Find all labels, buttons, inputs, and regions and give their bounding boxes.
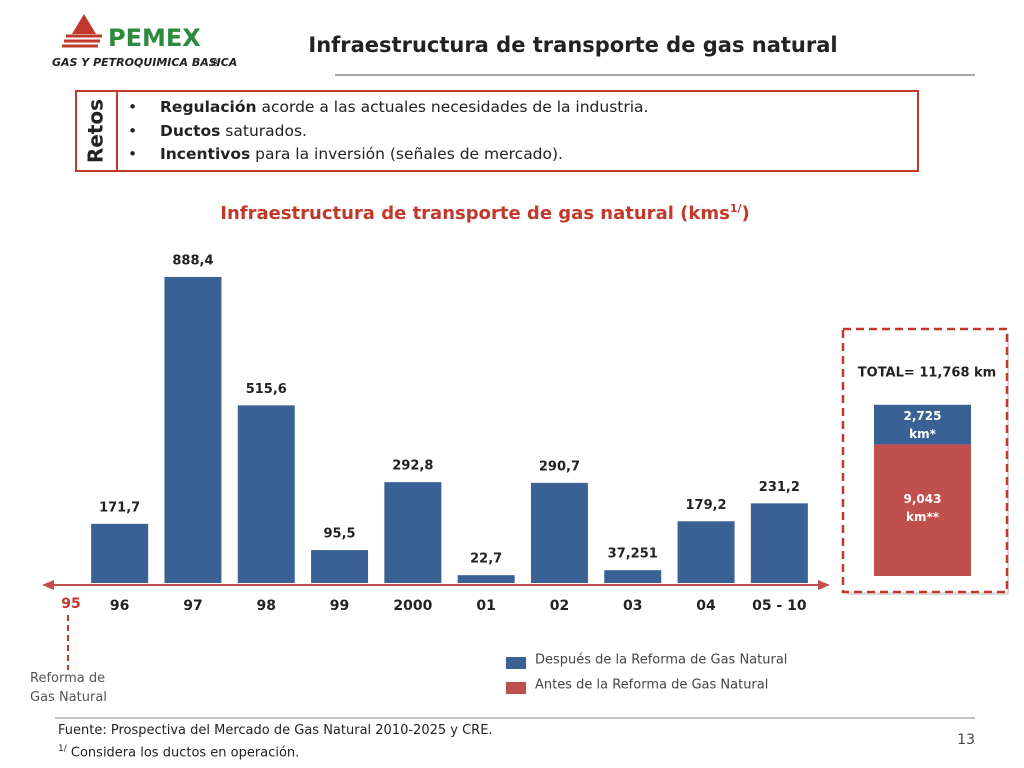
chart-title-text: Infraestructura de transporte de gas nat…	[220, 203, 730, 224]
bar	[604, 570, 662, 583]
retos-label: Retos	[84, 99, 108, 163]
retos-text: saturados.	[220, 121, 307, 140]
x-tick-label: 03	[623, 598, 642, 614]
chart-title-end: )	[741, 203, 750, 224]
bar	[677, 521, 735, 583]
footnote-sup: 1/	[58, 744, 67, 754]
data-label: 888,4	[172, 253, 213, 268]
data-label: 515,6	[246, 382, 287, 397]
logo-stripes	[62, 34, 102, 48]
data-label: 290,7	[539, 459, 580, 474]
x-tick-label: 05 - 10	[752, 598, 807, 614]
x-tick-label: 99	[330, 598, 349, 614]
bar	[384, 482, 442, 583]
legend-swatch	[506, 657, 526, 669]
retos-text: para la inversión (señales de mercado).	[250, 145, 563, 163]
logo-subtitle: GAS Y PETROQUIMICA BASICA	[52, 56, 237, 69]
logo-mark: ®	[210, 56, 221, 69]
bar	[237, 405, 295, 583]
bullet: •	[128, 98, 138, 116]
segment-label: 9,043 km**	[903, 492, 942, 525]
bullet: •	[128, 121, 138, 140]
data-label: 231,2	[759, 480, 800, 495]
stack-segment	[874, 444, 971, 576]
retos-item: • Regulación acorde a las actuales necesi…	[128, 96, 648, 120]
annotation-label: 95	[61, 596, 80, 612]
bar	[311, 550, 369, 583]
annotation-text: Reforma de Gas Natural	[30, 671, 107, 705]
segment-label: 2,725 km*	[903, 408, 942, 441]
bar	[164, 276, 222, 583]
data-label: 95,5	[324, 527, 356, 542]
retos-list: • Regulación acorde a las actuales necesi…	[128, 96, 648, 167]
total-label: TOTAL= 11,768 km	[858, 366, 996, 381]
source: Fuente: Prospectiva del Mercado de Gas N…	[58, 723, 493, 738]
footer-notes: Fuente: Prospectiva del Mercado de Gas N…	[58, 722, 493, 762]
footnote: 1/ Considera los ductos en operación.	[58, 740, 493, 762]
logo: PEMEX GAS Y PETROQUIMICA BASICA ®	[52, 14, 237, 69]
bar	[457, 575, 515, 583]
bar	[750, 503, 808, 583]
data-label: 179,2	[685, 498, 726, 513]
retos-item: • Ductos saturados.	[128, 120, 648, 144]
x-tick-label: 97	[183, 598, 202, 614]
x-tick-label: 96	[110, 598, 129, 614]
retos-bold: Regulación	[160, 98, 257, 116]
slide-title: Infraestructura de transporte de gas nat…	[308, 33, 837, 57]
x-tick-label: 02	[550, 598, 569, 614]
data-label: 37,251	[608, 547, 658, 562]
x-tick-label: 01	[476, 598, 495, 614]
x-tick-label: 04	[696, 598, 716, 614]
retos-bold: Ductos	[160, 121, 221, 140]
x-tick-label: 98	[257, 598, 276, 614]
footnote-text: Considera los ductos en operación.	[66, 745, 300, 761]
chart-title: Infraestructura de transporte de gas nat…	[0, 202, 970, 224]
retos-text: acorde a las actuales necesidades de la …	[256, 98, 649, 116]
bar	[91, 523, 149, 583]
page-number: 13	[957, 732, 975, 748]
legend-swatch	[506, 682, 526, 694]
stack-segment	[874, 404, 971, 445]
bullet: •	[128, 145, 138, 163]
legend-label: Antes de la Reforma de Gas Natural	[535, 678, 768, 693]
chart-title-sup: 1/	[729, 202, 742, 215]
logo-flame	[72, 14, 96, 34]
legend-label: Después de la Reforma de Gas Natural	[535, 653, 787, 668]
logo-name: PEMEX	[108, 24, 201, 52]
x-tick-label: 2000	[393, 598, 432, 614]
bar	[530, 482, 588, 583]
data-label: 22,7	[470, 552, 502, 567]
data-label: 171,7	[99, 500, 140, 515]
retos-item: • Incentivos para la inversión (señales d…	[128, 143, 648, 167]
data-label: 292,8	[392, 459, 433, 474]
retos-bold: Incentivos	[160, 145, 251, 163]
retos-box	[75, 90, 919, 172]
